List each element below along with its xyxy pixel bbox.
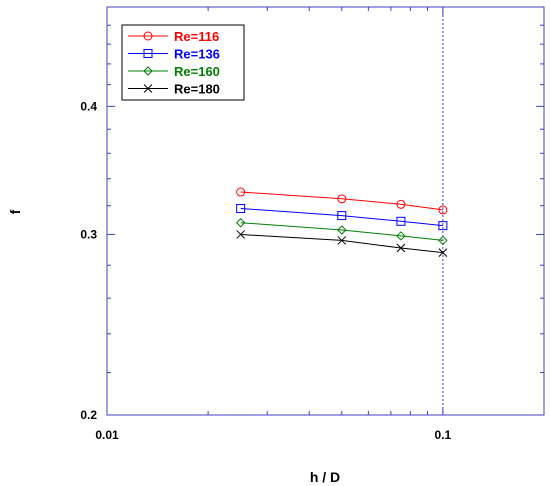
y-tick-label: 0.3 bbox=[80, 227, 97, 241]
data-point bbox=[337, 236, 347, 245]
series-re-160 bbox=[235, 218, 448, 246]
series-re-136 bbox=[236, 204, 448, 231]
legend-marker bbox=[143, 84, 153, 93]
y-tick-label: 0.2 bbox=[80, 408, 97, 422]
x-axis-label: h / D bbox=[310, 469, 340, 485]
series-line bbox=[240, 234, 443, 254]
legend: Re=116 Re=136 Re=160 Re=180 bbox=[121, 24, 245, 101]
data-point bbox=[396, 199, 406, 209]
legend-label: Re=160 bbox=[174, 64, 220, 79]
data-point bbox=[396, 216, 406, 226]
data-point bbox=[236, 187, 246, 197]
legend-item: Re=116 bbox=[128, 29, 219, 44]
data-point bbox=[438, 248, 448, 257]
data-point bbox=[236, 230, 246, 239]
series-line bbox=[240, 222, 443, 241]
data-point bbox=[396, 231, 406, 241]
data-point bbox=[236, 204, 246, 214]
marker-stroke bbox=[143, 84, 153, 93]
data-point bbox=[235, 218, 246, 228]
data-point bbox=[438, 235, 448, 246]
data-point bbox=[438, 221, 448, 231]
legend-label: Re=180 bbox=[174, 82, 220, 97]
data-point bbox=[337, 211, 347, 221]
x-tick-label: 0.1 bbox=[435, 428, 452, 442]
legend-label: Re=136 bbox=[174, 47, 220, 62]
legend-item: Re=160 bbox=[128, 64, 220, 79]
y-axis-label: f bbox=[7, 209, 23, 214]
series-re-116 bbox=[236, 187, 448, 215]
plot-frame bbox=[106, 6, 545, 416]
marker-stroke bbox=[396, 243, 406, 253]
data-point bbox=[337, 194, 347, 204]
data-point bbox=[396, 243, 406, 253]
series-layer bbox=[235, 187, 448, 257]
x-axis: 0.01 0.1 bbox=[95, 7, 545, 442]
series-line bbox=[240, 191, 443, 211]
marker-stroke bbox=[337, 236, 347, 245]
data-point bbox=[438, 205, 448, 215]
series-re-180 bbox=[236, 230, 448, 257]
x-tick-label: 0.01 bbox=[95, 428, 119, 442]
marker-stroke bbox=[236, 230, 246, 239]
y-axis: 0.2 0.3 0.4 bbox=[80, 6, 544, 422]
legend-label: Re=116 bbox=[174, 29, 219, 44]
marker-stroke bbox=[438, 248, 448, 257]
legend-marker bbox=[143, 66, 153, 76]
legend-item: Re=180 bbox=[128, 82, 220, 97]
legend-item: Re=136 bbox=[128, 47, 220, 62]
y-tick-label: 0.4 bbox=[80, 99, 97, 113]
legend-marker bbox=[143, 49, 153, 58]
series-line bbox=[240, 208, 443, 227]
legend-marker bbox=[143, 31, 153, 41]
legend-box bbox=[121, 24, 245, 101]
data-point bbox=[337, 225, 347, 235]
